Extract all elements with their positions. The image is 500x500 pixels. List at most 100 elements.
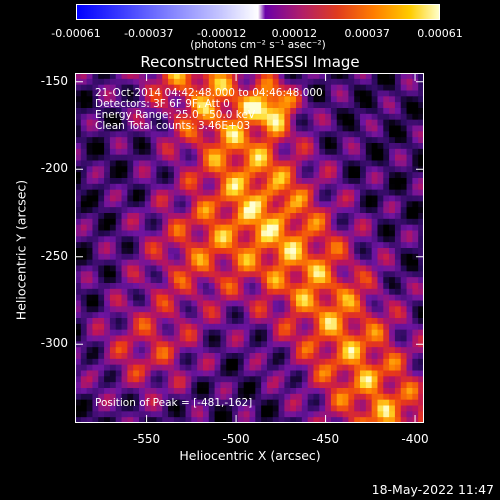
heatmap-cell [92,376,99,383]
heatmap-cell [150,358,157,366]
heatmap-cell [150,218,157,226]
heatmap-cell [377,137,384,144]
heatmap-cell [406,224,413,231]
heatmap-cell [243,347,250,354]
heatmap-cell [75,96,82,103]
heatmap-cell [109,300,117,307]
heatmap-cell [371,183,378,191]
heatmap-cell [121,183,128,191]
heatmap-cell [98,96,105,103]
heatmap-cell [301,230,309,237]
heatmap-cell [255,399,262,406]
heatmap-cell [75,242,82,249]
heatmap-cell [400,148,407,156]
heatmap-cell [330,125,338,132]
heatmap-cell [214,108,221,115]
heatmap-cell [197,364,204,371]
heatmap-cell [360,277,367,284]
heatmap-cell [127,347,134,354]
heatmap-cell [104,113,111,121]
heatmap-cell [138,131,146,138]
heatmap-cell [278,148,285,156]
heatmap-cell [394,201,402,208]
heatmap-cell [232,341,239,348]
heatmap-cell [156,294,163,301]
heatmap-cell [226,189,233,196]
heatmap-cell [208,189,215,196]
heatmap-cell [266,178,274,185]
heatmap-cell [301,329,309,336]
heatmap-cell [121,312,128,319]
heatmap-cell [336,417,343,423]
heatmap-cell [173,318,181,325]
heatmap-cell [202,283,210,290]
heatmap-cell [109,306,117,313]
heatmap-cell [98,358,105,366]
heatmap-cell [202,318,210,325]
heatmap-cell [325,318,332,325]
heatmap-cell [208,306,215,313]
x-tick-label: -500 [222,432,250,446]
heatmap-cell [104,154,111,161]
heatmap-cell [389,242,396,249]
heatmap-cell [179,154,186,161]
heatmap-cell [237,108,245,115]
heatmap-cell [342,417,349,423]
heatmap-cell [243,399,250,406]
heatmap-cell [261,201,268,208]
heatmap-cell [400,300,407,307]
heatmap-cell [371,393,378,401]
heatmap-cell [185,189,192,196]
heatmap-cell [173,312,181,319]
heatmap-cell [144,382,152,389]
heatmap-cell [115,178,122,185]
heatmap-cell [342,90,349,97]
heatmap-cell [406,306,413,313]
heatmap-cell [418,294,424,301]
heatmap-cell [354,207,361,214]
heatmap-cell [261,259,268,266]
heatmap-cell [325,329,332,336]
heatmap-cell [202,125,210,132]
heatmap-cell [371,417,378,423]
heatmap-cell [202,73,210,80]
heatmap-cell [394,341,402,348]
heatmap-cell [319,283,326,290]
heatmap-cell [394,137,402,144]
heatmap-cell [330,288,338,296]
heatmap-cell [98,312,105,319]
heatmap-cell [80,143,88,150]
heatmap-cell [115,131,122,138]
heatmap-cell [336,189,343,196]
heatmap-cell [394,84,402,91]
heatmap-cell [168,119,175,126]
heatmap-cell [173,84,181,91]
heatmap-cell [412,318,419,325]
heatmap-cell [371,125,378,132]
heatmap-cell [75,288,82,296]
heatmap-cell [313,411,320,418]
heatmap-cell [185,137,192,144]
heatmap-cell [197,207,204,214]
heatmap-cell [296,213,303,220]
heatmap-cell [80,131,88,138]
heatmap-cell [319,253,326,261]
heatmap-cell [365,271,373,278]
heatmap-cell [115,119,122,126]
heatmap-cell [191,78,198,86]
heatmap-cell [307,312,314,319]
heatmap-cell [173,189,181,196]
heatmap-cell [214,259,221,266]
heatmap-cell [133,90,140,97]
heatmap-cell [86,73,93,80]
heatmap-cell [208,399,215,406]
heatmap-cell [313,230,320,237]
heatmap-cell [220,148,227,156]
heatmap-cell [412,154,419,161]
heatmap-cell [272,393,279,401]
heatmap-cell [86,166,93,173]
heatmap-cell [249,183,256,191]
colorbar [76,4,440,20]
heatmap-cell [191,213,198,220]
heatmap-cell [272,259,279,266]
